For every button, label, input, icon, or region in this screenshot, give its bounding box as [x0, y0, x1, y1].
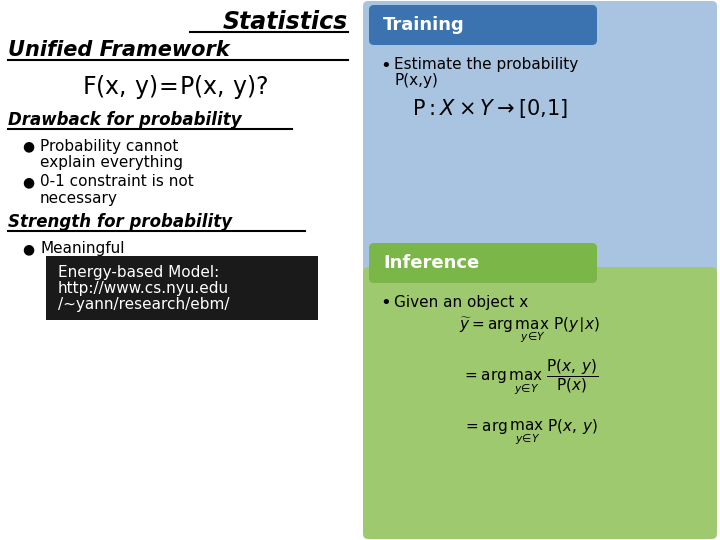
Text: Unified Framework: Unified Framework — [8, 40, 230, 60]
FancyBboxPatch shape — [363, 267, 717, 539]
Text: http://www.cs.nyu.edu: http://www.cs.nyu.edu — [58, 280, 229, 295]
FancyBboxPatch shape — [363, 1, 717, 273]
FancyBboxPatch shape — [369, 5, 597, 45]
Text: ●: ● — [22, 175, 34, 189]
Text: ●: ● — [22, 242, 34, 256]
Text: •: • — [380, 57, 391, 75]
Text: /~yann/research/ebm/: /~yann/research/ebm/ — [58, 296, 230, 312]
Text: Estimate the probability: Estimate the probability — [394, 57, 578, 72]
Text: ●: ● — [22, 139, 34, 153]
Text: Strength for probability: Strength for probability — [8, 213, 232, 231]
FancyBboxPatch shape — [46, 256, 318, 320]
Text: Statistics: Statistics — [222, 10, 348, 34]
Text: Drawback for probability: Drawback for probability — [8, 111, 242, 129]
Text: Meaningful: Meaningful — [40, 241, 125, 256]
Text: $= \arg\max_{y \in Y}\ \dfrac{\mathrm{P}(x,\,y)}{\mathrm{P}(x)}$: $= \arg\max_{y \in Y}\ \dfrac{\mathrm{P}… — [462, 357, 598, 396]
Text: Given an object x: Given an object x — [394, 295, 528, 310]
Text: Probability cannot: Probability cannot — [40, 138, 179, 153]
Text: necessary: necessary — [40, 191, 118, 206]
Text: $\mathrm{P}: \mathit{X} \times \mathit{Y} \rightarrow [0{,}1]$: $\mathrm{P}: \mathit{X} \times \mathit{Y… — [412, 97, 568, 119]
Text: $\widetilde{y} = \arg\max_{y \in Y}\ \mathrm{P}(y \mid x)$: $\widetilde{y} = \arg\max_{y \in Y}\ \ma… — [459, 315, 600, 345]
Text: Training: Training — [383, 16, 464, 34]
FancyBboxPatch shape — [369, 243, 597, 283]
Text: $= \arg\max_{y \in Y}\ \mathrm{P}(x,\,y)$: $= \arg\max_{y \in Y}\ \mathrm{P}(x,\,y)… — [463, 417, 598, 447]
Text: Energy-based Model:: Energy-based Model: — [58, 265, 220, 280]
Text: P(x,y): P(x,y) — [394, 72, 438, 87]
Text: 0-1 constraint is not: 0-1 constraint is not — [40, 174, 194, 190]
Text: explain everything: explain everything — [40, 154, 183, 170]
Text: $\mathrm{F}(\mathrm{x,\,y})\!=\!\mathrm{P}(\mathrm{x,\,y})?$: $\mathrm{F}(\mathrm{x,\,y})\!=\!\mathrm{… — [81, 73, 269, 101]
Text: •: • — [380, 294, 391, 312]
Text: Inference: Inference — [383, 254, 480, 272]
